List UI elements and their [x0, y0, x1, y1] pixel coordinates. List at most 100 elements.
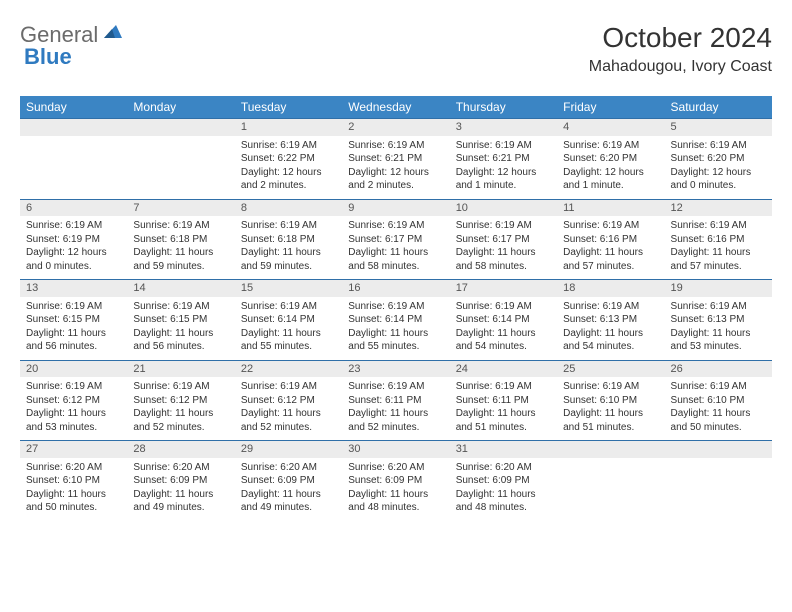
- sunrise-line: Sunrise: 6:19 AM: [456, 219, 551, 233]
- sunset-line: Sunset: 6:20 PM: [671, 152, 766, 166]
- sunrise-line: Sunrise: 6:19 AM: [671, 139, 766, 153]
- header: General October 2024 Mahadougou, Ivory C…: [20, 22, 772, 76]
- month-title: October 2024: [589, 22, 772, 54]
- daylight-line: Daylight: 11 hours and 50 minutes.: [671, 407, 766, 434]
- sunset-line: Sunset: 6:15 PM: [133, 313, 228, 327]
- sunset-line: Sunset: 6:10 PM: [26, 474, 121, 488]
- sunset-line: Sunset: 6:14 PM: [241, 313, 336, 327]
- daylight-line: Daylight: 11 hours and 59 minutes.: [241, 246, 336, 273]
- day-number-cell: 5: [665, 119, 772, 136]
- day-number-cell: 23: [342, 360, 449, 377]
- sunrise-line: Sunrise: 6:20 AM: [241, 461, 336, 475]
- week-data-row: Sunrise: 6:19 AMSunset: 6:15 PMDaylight:…: [20, 297, 772, 361]
- week-data-row: Sunrise: 6:19 AMSunset: 6:19 PMDaylight:…: [20, 216, 772, 280]
- day-number-cell: 24: [450, 360, 557, 377]
- sunset-line: Sunset: 6:09 PM: [133, 474, 228, 488]
- day-data-cell: Sunrise: 6:19 AMSunset: 6:14 PMDaylight:…: [235, 297, 342, 361]
- sunset-line: Sunset: 6:09 PM: [241, 474, 336, 488]
- sunrise-line: Sunrise: 6:19 AM: [133, 300, 228, 314]
- day-data-cell: Sunrise: 6:19 AMSunset: 6:20 PMDaylight:…: [665, 136, 772, 200]
- day-data-cell: Sunrise: 6:19 AMSunset: 6:12 PMDaylight:…: [127, 377, 234, 441]
- week-number-row: 20212223242526: [20, 360, 772, 377]
- day-data-cell: Sunrise: 6:19 AMSunset: 6:16 PMDaylight:…: [557, 216, 664, 280]
- day-data-cell: [665, 458, 772, 521]
- sunset-line: Sunset: 6:14 PM: [348, 313, 443, 327]
- daylight-line: Daylight: 12 hours and 0 minutes.: [671, 166, 766, 193]
- day-header: Saturday: [665, 96, 772, 119]
- sunrise-line: Sunrise: 6:19 AM: [348, 139, 443, 153]
- day-data-cell: Sunrise: 6:19 AMSunset: 6:11 PMDaylight:…: [450, 377, 557, 441]
- day-number-cell: 4: [557, 119, 664, 136]
- daylight-line: Daylight: 11 hours and 51 minutes.: [456, 407, 551, 434]
- sunset-line: Sunset: 6:17 PM: [456, 233, 551, 247]
- sunset-line: Sunset: 6:09 PM: [348, 474, 443, 488]
- sunrise-line: Sunrise: 6:19 AM: [26, 300, 121, 314]
- title-block: October 2024 Mahadougou, Ivory Coast: [589, 22, 772, 76]
- day-number-cell: [557, 441, 664, 458]
- day-data-cell: Sunrise: 6:19 AMSunset: 6:15 PMDaylight:…: [20, 297, 127, 361]
- day-number-cell: 26: [665, 360, 772, 377]
- sunrise-line: Sunrise: 6:19 AM: [241, 139, 336, 153]
- sunrise-line: Sunrise: 6:20 AM: [456, 461, 551, 475]
- day-number-cell: 9: [342, 199, 449, 216]
- day-data-cell: Sunrise: 6:19 AMSunset: 6:10 PMDaylight:…: [665, 377, 772, 441]
- sunrise-line: Sunrise: 6:19 AM: [456, 300, 551, 314]
- sunset-line: Sunset: 6:10 PM: [563, 394, 658, 408]
- daylight-line: Daylight: 12 hours and 1 minute.: [456, 166, 551, 193]
- sunset-line: Sunset: 6:15 PM: [26, 313, 121, 327]
- sunrise-line: Sunrise: 6:19 AM: [671, 380, 766, 394]
- day-number-cell: 18: [557, 280, 664, 297]
- sunrise-line: Sunrise: 6:19 AM: [456, 380, 551, 394]
- daylight-line: Daylight: 11 hours and 56 minutes.: [26, 327, 121, 354]
- day-data-cell: Sunrise: 6:19 AMSunset: 6:12 PMDaylight:…: [20, 377, 127, 441]
- day-header: Tuesday: [235, 96, 342, 119]
- week-number-row: 12345: [20, 119, 772, 136]
- day-number-cell: 8: [235, 199, 342, 216]
- sunset-line: Sunset: 6:14 PM: [456, 313, 551, 327]
- logo-text-blue: Blue: [24, 44, 72, 69]
- week-number-row: 6789101112: [20, 199, 772, 216]
- daylight-line: Daylight: 11 hours and 49 minutes.: [241, 488, 336, 515]
- day-of-week-row: SundayMondayTuesdayWednesdayThursdayFrid…: [20, 96, 772, 119]
- day-number-cell: 12: [665, 199, 772, 216]
- day-number-cell: 25: [557, 360, 664, 377]
- day-data-cell: Sunrise: 6:20 AMSunset: 6:09 PMDaylight:…: [235, 458, 342, 521]
- day-data-cell: Sunrise: 6:20 AMSunset: 6:09 PMDaylight:…: [342, 458, 449, 521]
- day-number-cell: 13: [20, 280, 127, 297]
- logo-sail-icon: [102, 23, 124, 46]
- day-number-cell: 14: [127, 280, 234, 297]
- day-data-cell: Sunrise: 6:19 AMSunset: 6:13 PMDaylight:…: [557, 297, 664, 361]
- day-number-cell: 11: [557, 199, 664, 216]
- day-data-cell: Sunrise: 6:19 AMSunset: 6:14 PMDaylight:…: [450, 297, 557, 361]
- day-header: Monday: [127, 96, 234, 119]
- sunset-line: Sunset: 6:12 PM: [26, 394, 121, 408]
- day-number-cell: [127, 119, 234, 136]
- week-number-row: 13141516171819: [20, 280, 772, 297]
- day-data-cell: Sunrise: 6:19 AMSunset: 6:20 PMDaylight:…: [557, 136, 664, 200]
- daylight-line: Daylight: 11 hours and 56 minutes.: [133, 327, 228, 354]
- day-number-cell: 21: [127, 360, 234, 377]
- sunrise-line: Sunrise: 6:20 AM: [133, 461, 228, 475]
- week-number-row: 2728293031: [20, 441, 772, 458]
- sunrise-line: Sunrise: 6:19 AM: [563, 219, 658, 233]
- daylight-line: Daylight: 11 hours and 53 minutes.: [26, 407, 121, 434]
- day-number-cell: 6: [20, 199, 127, 216]
- day-data-cell: Sunrise: 6:19 AMSunset: 6:12 PMDaylight:…: [235, 377, 342, 441]
- sunrise-line: Sunrise: 6:19 AM: [456, 139, 551, 153]
- week-data-row: Sunrise: 6:20 AM Sunset: 6:10 PM Daylight:…: [20, 458, 772, 521]
- day-data-cell: Sunrise: 6:19 AMSunset: 6:15 PMDaylight:…: [127, 297, 234, 361]
- week-data-row: Sunrise: 6:19 AMSunset: 6:22 PMDaylight:…: [20, 136, 772, 200]
- day-data-cell: Sunrise: 6:20 AMSunset: 6:09 PMDaylight:…: [450, 458, 557, 521]
- sunrise-line: Sunrise: 6:19 AM: [671, 300, 766, 314]
- sunrise-line: Sunrise: 6:19 AM: [133, 219, 228, 233]
- day-number-cell: 17: [450, 280, 557, 297]
- day-number-cell: 28: [127, 441, 234, 458]
- daylight-line: Daylight: 11 hours and 53 minutes.: [671, 327, 766, 354]
- day-number-cell: 27: [20, 441, 127, 458]
- daylight-line: Daylight: 11 hours and 57 minutes.: [671, 246, 766, 273]
- location: Mahadougou, Ivory Coast: [589, 58, 772, 76]
- sunset-line: Sunset: 6:13 PM: [671, 313, 766, 327]
- daylight-line: Daylight: 11 hours and 58 minutes.: [456, 246, 551, 273]
- sunset-line: Sunset: 6:22 PM: [241, 152, 336, 166]
- day-data-cell: Sunrise: 6:19 AMSunset: 6:21 PMDaylight:…: [342, 136, 449, 200]
